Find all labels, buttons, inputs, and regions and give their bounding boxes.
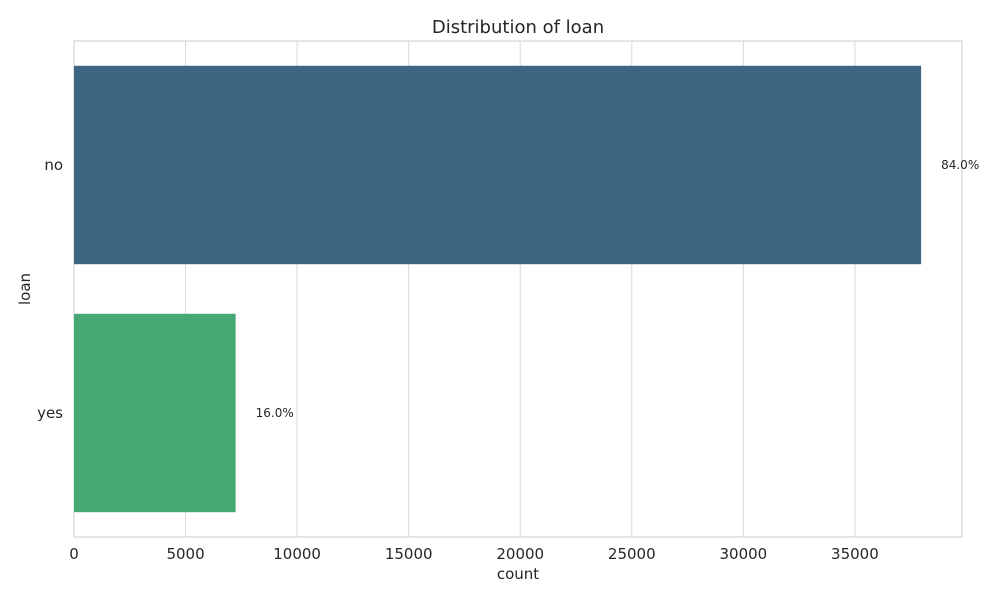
x-tick-label: 30000 [719, 545, 767, 563]
y-tick-label: yes [37, 404, 63, 422]
x-tick-label: 35000 [831, 545, 879, 563]
x-axis-label: count [497, 565, 539, 583]
data-label-yes: 16.0% [256, 406, 294, 420]
x-tick-label: 10000 [273, 545, 321, 563]
y-tick-label: no [44, 156, 63, 174]
bar-yes [74, 313, 236, 513]
x-tick-label: 0 [69, 545, 79, 563]
x-tick-label: 25000 [608, 545, 656, 563]
chart-title: Distribution of loan [432, 17, 604, 38]
plot-frame [73, 40, 963, 538]
x-axis-ticks: 0 5000 10000 15000 20000 25000 30000 35000 [69, 545, 879, 563]
bars [74, 65, 922, 513]
x-tick-label: 20000 [496, 545, 544, 563]
data-labels: 84.0% 16.0% [256, 158, 980, 420]
x-tick-label: 5000 [166, 545, 204, 563]
y-axis-label: loan [16, 273, 34, 305]
y-axis-ticks: no yes [37, 156, 63, 422]
data-label-no: 84.0% [941, 158, 979, 172]
bar-no [74, 65, 922, 265]
x-tick-label: 15000 [385, 545, 433, 563]
